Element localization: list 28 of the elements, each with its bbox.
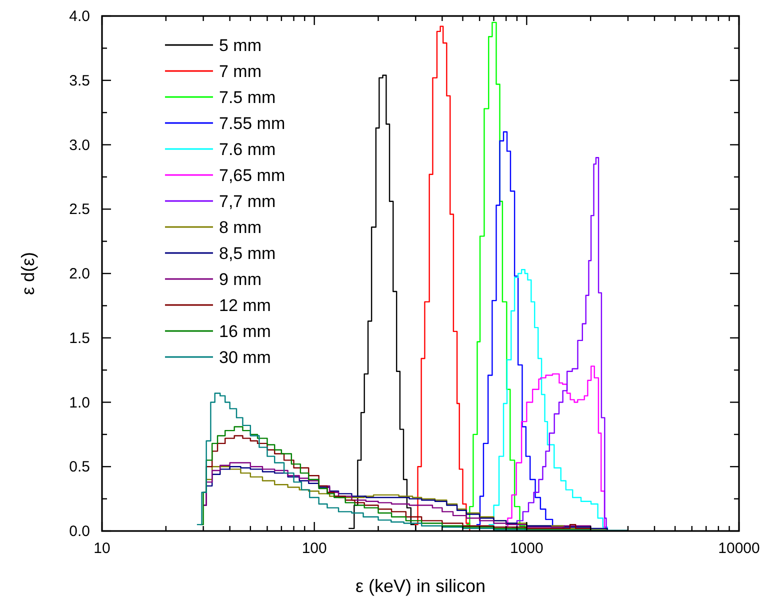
y-tick-label: 0.0 [69,523,90,540]
x-tick-label: 10000 [718,540,760,557]
legend-label: 7 mm [219,62,262,81]
legend-label: 8,5 mm [219,244,276,263]
legend-label: 9 mm [219,270,262,289]
x-axis-title: ε (keV) in silicon [355,576,486,596]
legend-label: 7.55 mm [219,114,286,133]
legend-label: 8 mm [219,218,262,237]
y-tick-label: 3.0 [69,136,90,154]
x-tick-label: 10 [94,540,110,557]
y-tick-label: 4.0 [69,8,90,25]
legend-label: 7,65 mm [219,166,286,185]
y-tick-label: 0.5 [69,458,90,476]
legend-label: 7,7 mm [219,192,276,211]
x-tick-label: 100 [302,540,327,557]
y-tick-label: 3.5 [69,72,90,90]
legend-label: 16 mm [219,322,271,341]
x-tick-label: 1000 [510,540,544,557]
legend-label: 5 mm [219,36,262,55]
y-axis-title: ε d(ε) [18,252,38,296]
legend-label: 7.5 mm [219,88,276,107]
y-tick-label: 1.0 [69,394,90,412]
y-tick-label: 2.0 [69,266,90,282]
y-tick-label: 2.5 [69,201,90,218]
legend-label: 12 mm [219,296,271,315]
legend-label: 30 mm [219,348,271,367]
y-tick-label: 1.5 [69,330,90,347]
legend-label: 7.6 mm [219,140,276,159]
